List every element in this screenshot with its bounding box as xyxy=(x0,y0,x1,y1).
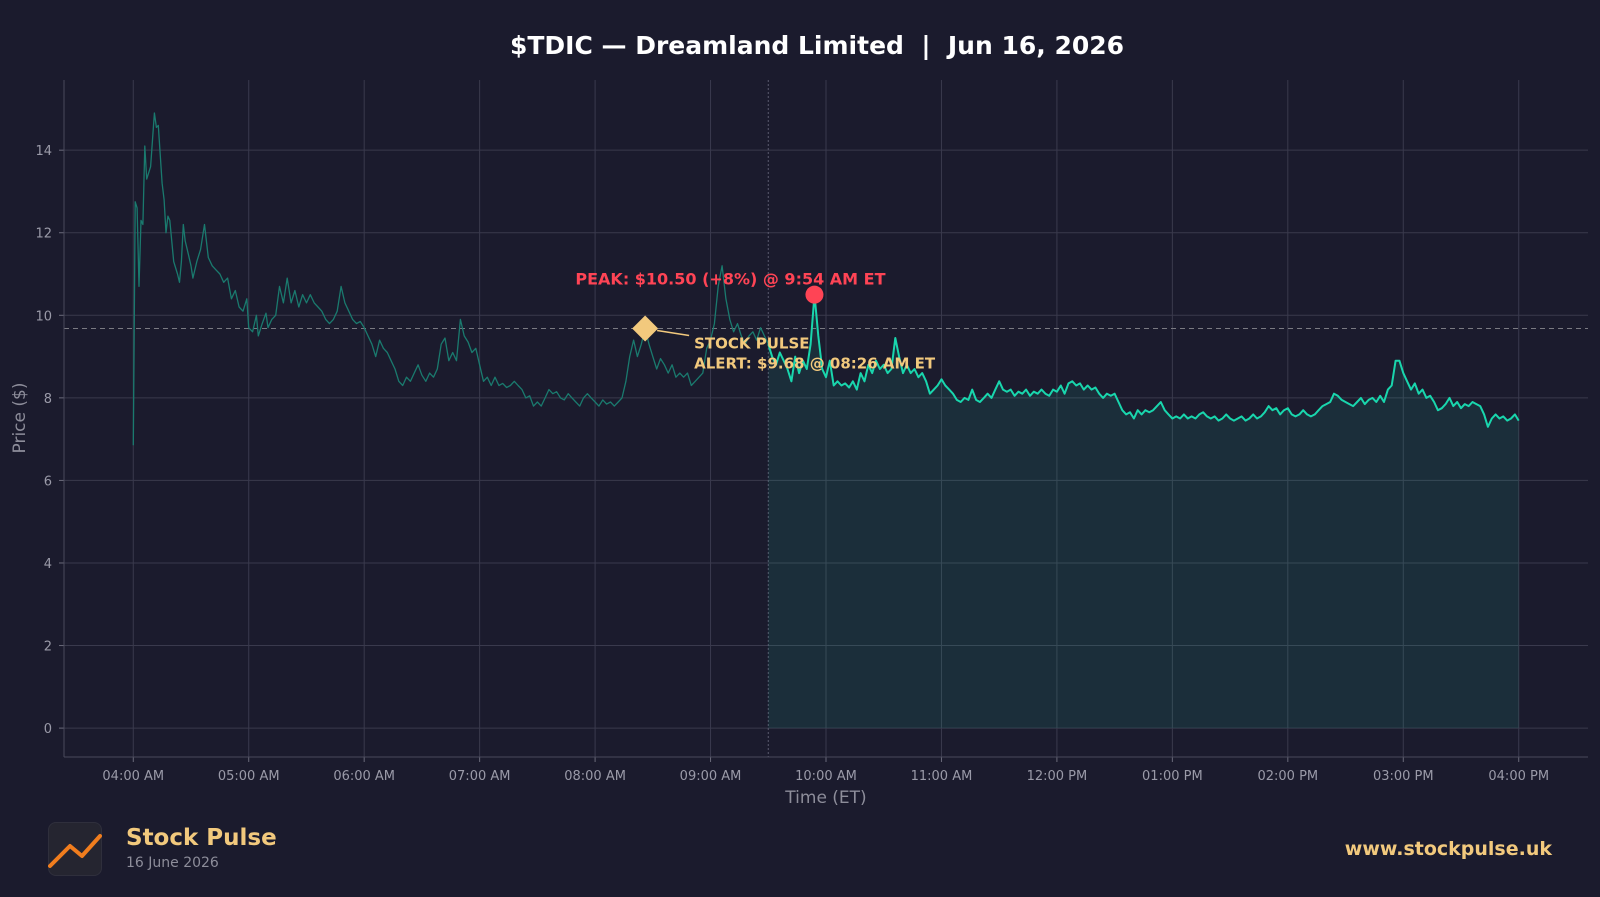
alert-leader-line xyxy=(657,329,690,337)
x-tick-label: 04:00 AM xyxy=(102,769,164,784)
brand-logo xyxy=(48,822,102,876)
x-tick-label: 03:00 PM xyxy=(1373,769,1434,784)
chart-title: $TDIC — Dreamland Limited | Jun 16, 2026 xyxy=(510,31,1124,60)
peak-marker xyxy=(805,285,824,304)
y-tick-label: 14 xyxy=(35,144,52,159)
y-tick-label: 2 xyxy=(44,640,52,655)
x-tick-label: 10:00 AM xyxy=(795,769,857,784)
regular-series-line xyxy=(767,293,1520,428)
x-axis-label: Time (ET) xyxy=(784,788,866,808)
series-lines xyxy=(132,112,1520,446)
x-tick-label: 02:00 PM xyxy=(1257,769,1318,784)
x-tick-label: 07:00 AM xyxy=(449,769,511,784)
y-tick-label: 12 xyxy=(35,227,52,242)
axes: 0 2 4 6 8 10 12 14 04:00 AM 05:00 AM 06:00 AM 07:00… xyxy=(35,80,1588,784)
trend-line-icon xyxy=(48,834,102,868)
footer-url[interactable]: www.stockpulse.uk xyxy=(1344,838,1552,860)
x-tick-label: 11:00 AM xyxy=(911,769,973,784)
premarket-series-line xyxy=(132,112,769,446)
annotations: PEAK: $10.50 (+8%) @ 9:54 AM ET STOCK PUL… xyxy=(575,270,936,373)
y-tick-label: 4 xyxy=(44,557,52,572)
brand-name: Stock Pulse xyxy=(126,825,277,851)
y-tick-label: 10 xyxy=(35,309,52,324)
alert-marker xyxy=(632,315,659,342)
peak-label: PEAK: $10.50 (+8%) @ 9:54 AM ET xyxy=(575,270,885,289)
area-fill xyxy=(768,294,1519,729)
alert-label-line2: ALERT: $9.68 @ 08:26 AM ET xyxy=(694,355,936,373)
x-tick-label: 06:00 AM xyxy=(333,769,395,784)
x-tick-label: 12:00 PM xyxy=(1027,769,1088,784)
x-tick-label: 04:00 PM xyxy=(1488,769,1549,784)
x-tick-label: 05:00 AM xyxy=(218,769,280,784)
brand-date: 16 June 2026 xyxy=(126,855,219,871)
regular-session-area xyxy=(768,294,1519,729)
x-tick-label: 08:00 AM xyxy=(564,769,626,784)
alert-label-line1: STOCK PULSE xyxy=(694,335,809,353)
y-tick-label: 8 xyxy=(44,392,52,407)
y-axis-label: Price ($) xyxy=(10,383,30,454)
y-tick-label: 6 xyxy=(44,474,52,489)
x-tick-label: 09:00 AM xyxy=(680,769,742,784)
footer-brand: Stock Pulse 16 June 2026 xyxy=(48,822,277,876)
x-tick-label: 01:00 PM xyxy=(1142,769,1203,784)
y-tick-label: 0 xyxy=(44,722,52,737)
